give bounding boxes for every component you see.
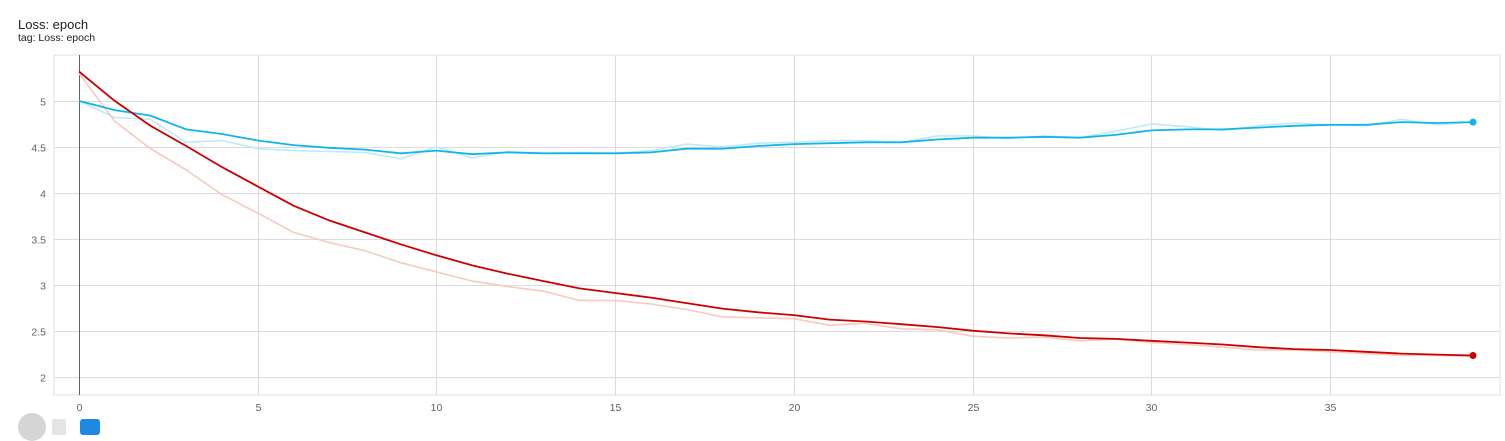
y-tick-label: 2.5 [31, 327, 46, 339]
chart-subtitle: tag: Loss: epoch [18, 32, 96, 44]
y-tick-label: 4.5 [31, 143, 46, 155]
grid-lines [53, 54, 1501, 396]
plot-frame [53, 54, 1501, 396]
x-tick-label: 35 [1325, 402, 1337, 414]
x-tick-label: 10 [431, 402, 443, 414]
y-tick-label: 5 [40, 97, 46, 109]
y-tick-label: 3 [40, 281, 46, 293]
series-group [78, 70, 1477, 359]
y-tick-label: 2 [40, 373, 46, 385]
series-0-end-point [1469, 118, 1477, 126]
x-tick-label: 20 [789, 402, 801, 414]
series-0-raw-line [78, 100, 1474, 160]
fit-domain-button[interactable] [18, 413, 46, 441]
tick-labels: 2 2.5 3 3.5 4 4.5 5 0 5 10 15 20 25 30 35 [31, 97, 1336, 415]
y-tick-label: 3.5 [31, 235, 46, 247]
y-tick-label: 4 [40, 189, 46, 201]
x-tick-label: 5 [256, 402, 262, 414]
series-1-end-point [1469, 352, 1477, 359]
log-scale-button[interactable] [80, 419, 100, 435]
chart-title: Loss: epoch [18, 17, 89, 32]
x-tick-label: 15 [610, 402, 622, 414]
series-1-raw-line [78, 72, 1474, 358]
series-1-smoothed-line [78, 70, 1474, 357]
series-0-smoothed-line [78, 100, 1474, 156]
x-tick-label: 25 [968, 402, 980, 414]
x-tick-label: 0 [77, 402, 83, 414]
data-download-button[interactable] [52, 419, 66, 435]
x-tick-label: 30 [1146, 402, 1158, 414]
loss-chart: 2 2.5 3 3.5 4 4.5 5 0 5 10 15 20 25 30 35 [31, 54, 1501, 415]
